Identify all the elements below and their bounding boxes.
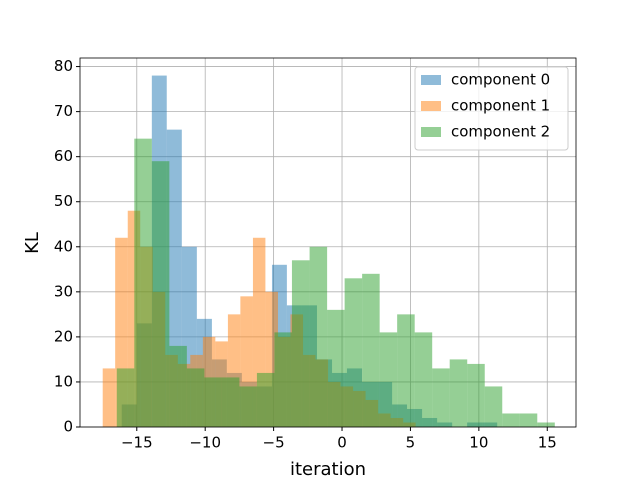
bar bbox=[186, 368, 205, 427]
legend-box bbox=[414, 66, 569, 151]
bar bbox=[204, 377, 222, 427]
y-tick-label: 80 bbox=[54, 57, 73, 75]
bar bbox=[449, 359, 468, 427]
y-tick-label: 30 bbox=[54, 282, 73, 300]
x-tick-label: −10 bbox=[189, 434, 221, 452]
y-tick-label: 40 bbox=[54, 237, 73, 255]
y-tick-label: 60 bbox=[54, 147, 73, 165]
bar bbox=[467, 363, 485, 427]
bar bbox=[327, 309, 345, 427]
x-tick-label: 0 bbox=[337, 434, 347, 452]
x-tick-label: −5 bbox=[263, 434, 285, 452]
bar bbox=[116, 368, 135, 427]
y-tick-label: 0 bbox=[63, 418, 73, 436]
bar bbox=[379, 332, 398, 427]
bar bbox=[169, 345, 187, 427]
bar bbox=[519, 413, 538, 427]
bar bbox=[274, 332, 292, 427]
bar bbox=[432, 368, 450, 427]
bar bbox=[344, 278, 363, 427]
x-tick-label: 10 bbox=[469, 434, 488, 452]
bar bbox=[151, 161, 170, 427]
bar bbox=[221, 377, 240, 427]
legend-label: component 0 bbox=[451, 71, 550, 89]
bar bbox=[362, 273, 380, 427]
bar bbox=[484, 386, 503, 427]
legend-label: component 1 bbox=[451, 97, 550, 115]
bar bbox=[397, 314, 415, 427]
legend-label: component 2 bbox=[451, 123, 550, 141]
bar bbox=[309, 246, 328, 427]
y-tick-label: 70 bbox=[54, 102, 73, 120]
bar bbox=[414, 332, 433, 427]
bar bbox=[102, 368, 116, 427]
y-tick-label: 50 bbox=[54, 192, 73, 210]
x-axis-label: iteration bbox=[290, 459, 366, 480]
y-axis-label: KL bbox=[22, 232, 43, 254]
legend-swatch bbox=[421, 101, 441, 111]
bar bbox=[537, 422, 555, 427]
x-tick-label: 5 bbox=[406, 434, 416, 452]
plot-frame bbox=[79, 57, 577, 428]
bar bbox=[256, 372, 275, 427]
y-tick-label: 10 bbox=[54, 372, 73, 390]
bar bbox=[239, 386, 257, 427]
y-tick-label: 20 bbox=[54, 327, 73, 345]
bar bbox=[291, 260, 310, 427]
x-tick-label: −15 bbox=[121, 434, 153, 452]
legend-swatch bbox=[421, 75, 441, 85]
legend-swatch bbox=[421, 127, 441, 137]
bar bbox=[134, 138, 152, 427]
bar bbox=[502, 413, 520, 427]
x-tick-label: 15 bbox=[538, 434, 557, 452]
